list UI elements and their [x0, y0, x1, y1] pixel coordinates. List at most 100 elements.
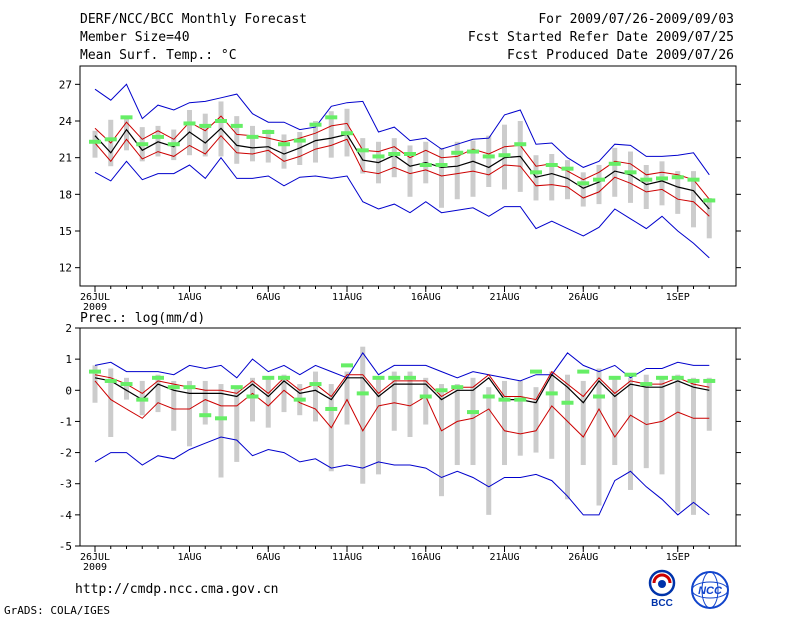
x-tick-label: 26JUL: [80, 292, 110, 303]
observed-marker: [325, 115, 338, 120]
spread-box: [439, 384, 444, 497]
spread-box: [612, 147, 618, 197]
observed-marker: [341, 131, 353, 136]
observed-marker: [136, 397, 149, 402]
spread-box: [706, 198, 712, 239]
spread-box: [92, 365, 98, 403]
spread-box: [533, 155, 539, 201]
observed-marker: [372, 154, 385, 159]
spread-box: [313, 371, 318, 422]
observed-marker: [183, 385, 196, 390]
observed-marker: [262, 130, 275, 134]
observed-marker: [246, 394, 259, 399]
observed-marker: [152, 134, 164, 139]
mean-line: [94, 127, 710, 210]
observed-marker: [703, 198, 716, 203]
spread-box: [313, 121, 318, 163]
observed-marker: [356, 148, 369, 153]
spread-box: [659, 161, 665, 206]
spread-box: [234, 116, 240, 164]
source-url[interactable]: http://cmdp.ncc.cma.gov.cn: [75, 582, 279, 597]
x-tick-label: 16AUG: [411, 292, 441, 303]
lower-line: [94, 380, 710, 438]
observed-marker: [498, 153, 511, 158]
spread-box: [108, 368, 114, 437]
observed-marker: [183, 121, 196, 126]
observed-marker: [215, 416, 227, 421]
observed-marker: [467, 149, 479, 154]
observed-marker: [624, 170, 637, 175]
spread-box: [202, 380, 208, 425]
spread-box: [612, 377, 618, 466]
observed-marker: [577, 181, 590, 186]
observed-marker: [136, 142, 149, 147]
spread-box: [643, 165, 649, 209]
x-tick-label: 1AUG: [177, 552, 201, 563]
ncc-logo-text: NCC: [698, 585, 723, 597]
lower-line: [94, 134, 710, 217]
observed-marker: [404, 375, 416, 380]
spread-box: [549, 371, 555, 459]
y-tick-label: 12: [59, 262, 72, 275]
x-tick-label: 6AUG: [256, 292, 280, 303]
spread-box: [407, 371, 413, 437]
spread-box: [423, 377, 429, 425]
upper-line: [94, 370, 710, 401]
observed-marker: [293, 397, 306, 402]
observed-marker: [278, 375, 290, 380]
spread-box: [454, 141, 460, 200]
fcst-started-date: Fcst Started Refer Date 2009/07/25: [467, 30, 734, 45]
observed-marker: [309, 382, 322, 387]
observed-marker: [530, 369, 542, 374]
spread-box: [454, 384, 460, 466]
observed-marker: [262, 375, 275, 380]
spread-box: [533, 387, 539, 453]
observed-marker: [703, 378, 716, 383]
spread-box: [124, 377, 129, 400]
x-tick-label: 21AUG: [489, 292, 519, 303]
x-tick-label: 26AUG: [568, 292, 598, 303]
variable-label: Mean Surf. Temp.: °C: [80, 48, 237, 63]
spread-box: [155, 125, 161, 157]
observed-marker: [419, 394, 432, 399]
x-tick-label: 11AUG: [332, 552, 362, 563]
observed-marker: [230, 385, 243, 390]
observed-marker: [356, 391, 369, 396]
observed-marker: [167, 142, 180, 147]
spread-box: [376, 377, 381, 475]
member-size: Member Size=40: [80, 30, 190, 45]
observed-marker: [640, 382, 653, 387]
observed-marker: [388, 152, 401, 156]
spread-box: [628, 151, 633, 203]
observed-marker: [671, 175, 684, 180]
spread-box: [596, 165, 602, 205]
spread-box: [470, 377, 476, 466]
max-line: [94, 352, 710, 382]
observed-marker: [482, 154, 495, 159]
spread-box: [691, 377, 696, 515]
spread-box: [265, 377, 271, 428]
spread-box: [155, 374, 161, 413]
y-tick-label: -2: [59, 447, 72, 460]
spread-box: [502, 380, 507, 466]
spread-box: [281, 374, 287, 413]
y-tick-label: -3: [59, 478, 72, 491]
spread-box: [580, 380, 586, 466]
observed-marker: [199, 123, 212, 128]
y-tick-label: 1: [65, 353, 72, 366]
spread-box: [691, 171, 696, 228]
x-tick-label: 26AUG: [568, 552, 598, 563]
bcc-logo-text: BCC: [651, 598, 673, 608]
observed-marker: [545, 391, 558, 396]
precip-title: Prec.: log(mm/d): [80, 311, 205, 326]
observed-marker: [435, 163, 448, 167]
observed-marker: [561, 400, 574, 405]
bcc-logo: BCC: [648, 569, 676, 608]
observed-marker: [167, 385, 180, 390]
y-tick-label: 21: [59, 152, 72, 165]
observed-marker: [215, 119, 227, 123]
